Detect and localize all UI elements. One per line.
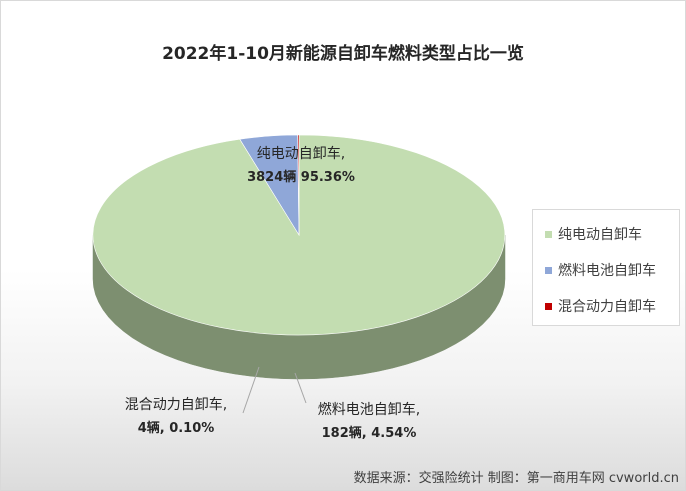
leader-line-2	[242, 366, 260, 414]
legend: 纯电动自卸车 燃料电池自卸车 混合动力自卸车	[532, 209, 680, 326]
data-label-name-0: 纯电动自卸车,	[257, 145, 345, 162]
legend-swatch-pure-electric	[545, 230, 552, 238]
chart-title: 2022年1-10月新能源自卸车燃料类型占比一览	[162, 44, 524, 64]
legend-label-fuel-cell: 燃料电池自卸车	[558, 263, 656, 279]
leader-line-1	[294, 372, 307, 404]
legend-item-hybrid: 混合动力自卸车	[545, 296, 656, 316]
data-label-value-0: 3824辆 95.36%	[247, 169, 355, 185]
legend-swatch-hybrid	[545, 302, 552, 310]
legend-label-pure-electric: 纯电动自卸车	[558, 227, 642, 243]
data-label-name-2: 混合动力自卸车,	[125, 396, 227, 413]
source-note: 数据来源：交强险统计 制图：第一商用车网 cvworld.cn	[353, 471, 679, 486]
legend-label-hybrid: 混合动力自卸车	[558, 299, 656, 315]
legend-swatch-fuel-cell	[545, 266, 552, 274]
data-label-value-2: 4辆, 0.10%	[138, 420, 215, 436]
legend-item-pure-electric: 纯电动自卸车	[545, 224, 642, 244]
data-label-name-1: 燃料电池自卸车,	[318, 401, 420, 418]
legend-item-fuel-cell: 燃料电池自卸车	[545, 260, 656, 280]
pie-slice-2	[297, 134, 300, 236]
data-label-value-1: 182辆, 4.54%	[322, 425, 417, 441]
